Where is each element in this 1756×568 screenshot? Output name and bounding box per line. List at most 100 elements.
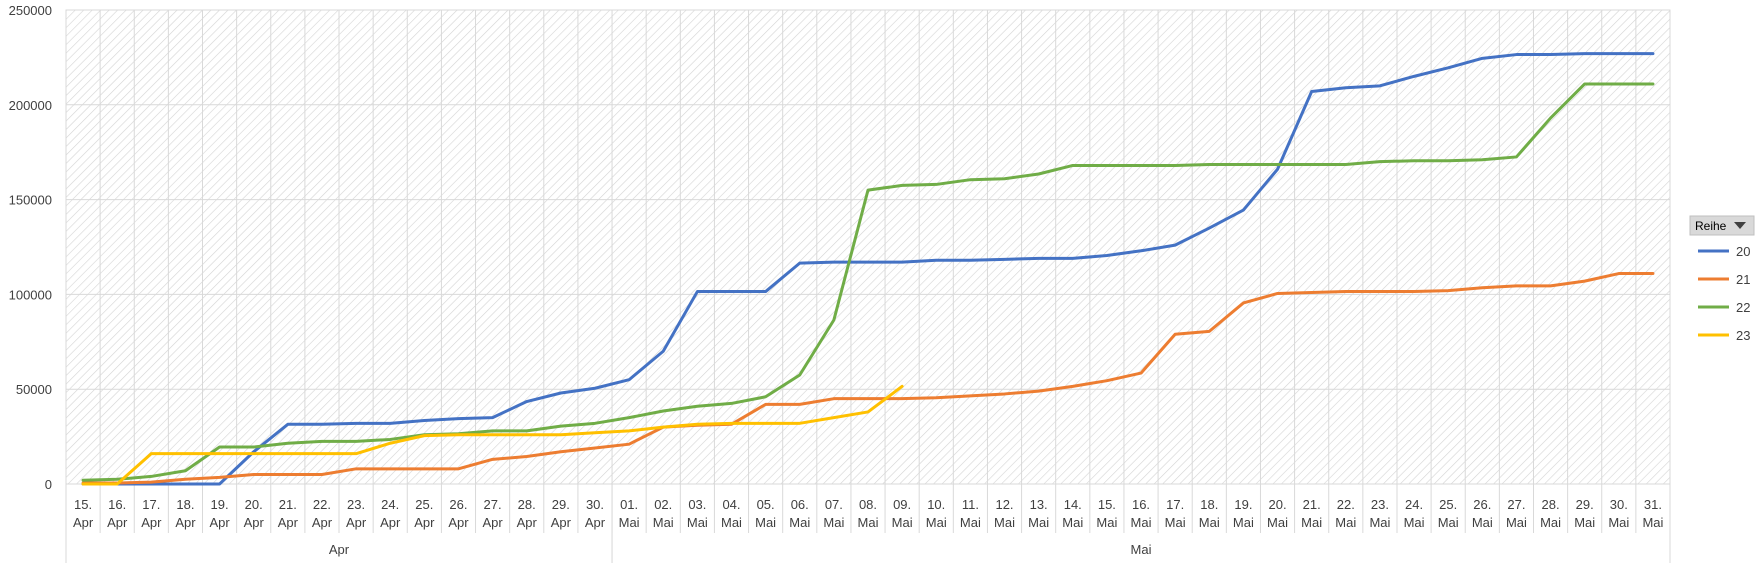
- x-tick-label-day: 20.: [1268, 497, 1286, 512]
- x-tick-label-month: Mai: [1267, 515, 1288, 530]
- x-tick-label-month: Apr: [209, 515, 230, 530]
- x-tick-label-month: Mai: [858, 515, 879, 530]
- x-tick-label-month: Apr: [73, 515, 94, 530]
- x-tick-label-month: Mai: [960, 515, 981, 530]
- x-tick-label-month: Apr: [312, 515, 333, 530]
- y-tick-label: 250000: [9, 3, 52, 18]
- x-tick-label-day: 09.: [893, 497, 911, 512]
- x-tick-label-day: 19.: [211, 497, 229, 512]
- x-tick-label-day: 21.: [279, 497, 297, 512]
- x-tick-label-day: 26.: [1473, 497, 1491, 512]
- x-tick-label-day: 18.: [1200, 497, 1218, 512]
- x-tick-label-day: 17.: [1166, 497, 1184, 512]
- x-tick-label-month: Mai: [926, 515, 947, 530]
- x-tick-label-day: 15.: [74, 497, 92, 512]
- x-tick-label-day: 13.: [1030, 497, 1048, 512]
- x-tick-label-month: Mai: [1369, 515, 1390, 530]
- x-tick-label-month: Mai: [1335, 515, 1356, 530]
- x-tick-label-day: 25.: [1439, 497, 1457, 512]
- x-tick-label-day: 12.: [995, 497, 1013, 512]
- x-tick-label-day: 05.: [757, 497, 775, 512]
- y-tick-label: 100000: [9, 287, 52, 302]
- x-tick-label-month: Apr: [278, 515, 299, 530]
- x-tick-label-day: 27.: [484, 497, 502, 512]
- legend-button[interactable]: [1689, 215, 1755, 236]
- x-tick-label-month: Mai: [789, 515, 810, 530]
- x-tick-label-month: Mai: [721, 515, 742, 530]
- x-tick-label-day: 31.: [1644, 497, 1662, 512]
- x-tick-label-month: Mai: [994, 515, 1015, 530]
- x-tick-label-month: Mai: [1028, 515, 1049, 530]
- x-tick-label-day: 03.: [688, 497, 706, 512]
- x-tick-label-month: Mai: [1506, 515, 1527, 530]
- dropdown-triangle-icon[interactable]: [1734, 222, 1746, 229]
- x-tick-label-month: Mai: [1642, 515, 1663, 530]
- x-tick-label-month: Apr: [448, 515, 469, 530]
- x-tick-label-month: Apr: [414, 515, 435, 530]
- x-tick-label-month: Apr: [346, 515, 367, 530]
- x-tick-label-day: 22.: [1337, 497, 1355, 512]
- x-tick-label-day: 19.: [1234, 497, 1252, 512]
- x-tick-label-day: 17.: [142, 497, 160, 512]
- x-tick-label-day: 04.: [722, 497, 740, 512]
- x-tick-label-month: Apr: [380, 515, 401, 530]
- x-tick-label-day: 16.: [108, 497, 126, 512]
- y-tick-label: 50000: [16, 382, 52, 397]
- x-tick-label-month: Mai: [1233, 515, 1254, 530]
- month-label: Mai: [1131, 542, 1152, 557]
- legend-label-20: 20: [1736, 244, 1750, 259]
- x-tick-label-day: 23.: [1371, 497, 1389, 512]
- x-tick-label-day: 08.: [859, 497, 877, 512]
- y-tick-label: 200000: [9, 98, 52, 113]
- x-tick-label-month: Mai: [1472, 515, 1493, 530]
- x-tick-label-day: 28.: [1542, 497, 1560, 512]
- x-tick-label-day: 29.: [1576, 497, 1594, 512]
- x-tick-label-day: 06.: [791, 497, 809, 512]
- x-tick-label-day: 11.: [962, 497, 979, 512]
- x-tick-label-month: Apr: [551, 515, 572, 530]
- y-tick-label: 150000: [9, 193, 52, 208]
- x-tick-label-day: 18.: [176, 497, 194, 512]
- x-tick-label-day: 26.: [449, 497, 467, 512]
- x-tick-label-day: 30.: [586, 497, 604, 512]
- x-tick-label-day: 30.: [1610, 497, 1628, 512]
- x-tick-label-month: Mai: [1438, 515, 1459, 530]
- series-lines: [81, 52, 1655, 486]
- legend-label-21: 21: [1736, 272, 1750, 287]
- y-tick-label: 0: [45, 477, 52, 492]
- x-tick-label-month: Mai: [1608, 515, 1629, 530]
- x-tick-label-month: Mai: [1165, 515, 1186, 530]
- x-tick-label-day: 14.: [1064, 497, 1082, 512]
- legend-label-23: 23: [1736, 328, 1750, 343]
- series-line-20: [81, 52, 1655, 486]
- x-tick-label-month: Mai: [1404, 515, 1425, 530]
- month-label: Apr: [329, 542, 350, 557]
- x-tick-label-day: 22.: [313, 497, 331, 512]
- x-tick-label-day: 27.: [1507, 497, 1525, 512]
- legend-label-22: 22: [1736, 300, 1750, 315]
- legend: Reihe 20 21 22 23: [1689, 215, 1755, 343]
- x-tick-label-month: Mai: [1062, 515, 1083, 530]
- x-tick-label-month: Mai: [1574, 515, 1595, 530]
- x-tick-label-month: Apr: [482, 515, 503, 530]
- x-tick-label-day: 28.: [518, 497, 536, 512]
- series-line-22: [81, 82, 1655, 482]
- x-tick-label-day: 29.: [552, 497, 570, 512]
- x-tick-label-month: Mai: [687, 515, 708, 530]
- x-tick-label-day: 15.: [1098, 497, 1116, 512]
- y-axis: 0 50000 100000 150000 200000 250000: [9, 3, 52, 492]
- x-tick-label-month: Mai: [1096, 515, 1117, 530]
- series-line-23: [81, 384, 904, 486]
- x-tick-label-month: Apr: [175, 515, 196, 530]
- legend-title: Reihe: [1695, 219, 1727, 233]
- x-axis: 15. Apr 16. Apr 17. Apr 18. Apr 19. Apr 20. Apr 21. A…: [65, 484, 1671, 563]
- x-tick-label-day: 16.: [1132, 497, 1150, 512]
- x-tick-label-day: 25.: [415, 497, 433, 512]
- x-tick-label-day: 07.: [825, 497, 843, 512]
- x-tick-label-month: Apr: [141, 515, 162, 530]
- x-tick-label-day: 24.: [381, 497, 399, 512]
- series-line-21: [81, 272, 1655, 485]
- x-tick-label-month: Mai: [619, 515, 640, 530]
